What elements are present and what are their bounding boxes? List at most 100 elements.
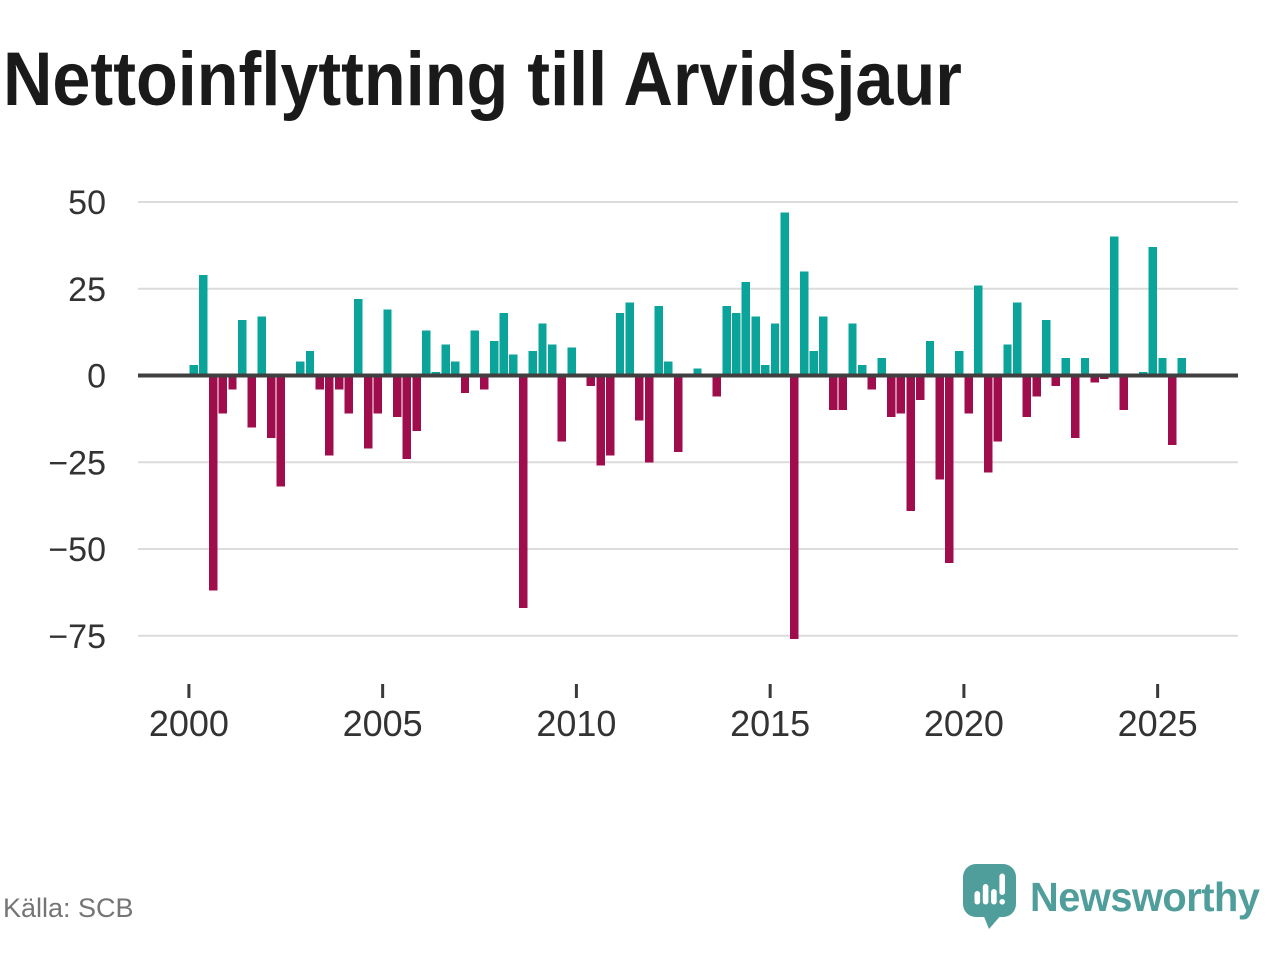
bar [1042,319,1051,376]
bar [538,323,547,376]
bar [867,375,877,390]
bar [1051,375,1061,386]
bar [422,330,431,376]
bar [276,375,286,487]
bar [1071,375,1080,438]
bar [673,375,683,452]
bar [1177,358,1187,376]
bar [451,361,460,376]
bar [848,323,857,376]
bar [761,365,770,376]
bar [625,302,634,376]
y-axis-tick-label: 25 [68,271,106,309]
x-axis-tick-label: 2000 [149,703,229,744]
y-axis-tick-label: 50 [68,184,106,222]
newsworthy-logo-text: Newsworthy [1030,874,1260,920]
bar [1022,375,1032,418]
bar [547,344,557,376]
bar [693,368,702,376]
bar [828,375,838,411]
bar [654,306,663,376]
bar [586,375,596,386]
bar [441,344,450,376]
bar [392,375,402,418]
bar [528,351,538,376]
bar [344,375,353,414]
bar [732,313,741,376]
bar [722,306,731,376]
newsworthy-logo: Newsworthy [962,862,1274,932]
bar [228,375,237,390]
bar [983,375,993,473]
bar [896,375,906,414]
bar [518,375,528,608]
x-axis-tick-label: 2025 [1118,703,1198,744]
bar [887,375,896,418]
bar [199,274,208,376]
y-axis-tick-label: 0 [87,358,106,396]
bar [363,375,373,449]
bar [974,285,983,376]
bar [489,340,499,376]
bar [925,340,935,376]
bar [664,361,673,376]
bar [373,375,383,414]
bar [218,375,228,414]
bar [606,375,615,456]
bar [1158,358,1167,376]
bar [712,375,722,397]
bar [509,354,518,376]
bar [334,375,344,390]
bar [499,313,508,376]
bar [741,281,751,376]
bar [305,351,315,376]
bar [770,323,780,376]
bar [906,375,915,511]
bar [470,330,479,376]
bar [799,271,809,376]
y-axis-tick-label: −25 [48,444,106,482]
bar [1109,236,1119,376]
bar [1061,358,1070,376]
bar [237,319,247,376]
x-axis-tick-label: 2015 [730,703,810,744]
bar [567,347,576,376]
bar [857,365,867,376]
bar [916,375,925,400]
x-axis-tick-label: 2020 [924,703,1004,744]
bar [1148,247,1158,376]
bar [208,375,218,591]
bar [964,375,973,414]
bar [790,375,799,640]
bar [1012,302,1022,376]
bar [954,351,964,376]
bar [325,375,334,456]
y-axis-tick-label: −75 [48,618,106,656]
bar [615,313,625,376]
bar [315,375,324,390]
bar [838,375,848,411]
newsworthy-logo-icon [963,864,1016,929]
bar [819,316,828,376]
bar [402,375,412,459]
source-caption: Källa: SCB [3,893,134,923]
chart-title: Nettoinflyttning till Arvidsjaur [3,37,962,122]
bar [1119,375,1128,411]
bar [1090,375,1099,383]
x-axis-tick-label: 2010 [536,703,616,744]
bar [935,375,944,480]
bar [1080,358,1090,376]
bar [296,361,305,376]
bar [189,365,198,376]
bar [993,375,1003,442]
bar [809,351,818,376]
bar [354,299,363,376]
x-axis-tick-label: 2005 [343,703,423,744]
bar [596,375,605,466]
bar [557,375,567,442]
bar [383,309,392,376]
bar [460,375,470,393]
bar [751,316,760,376]
